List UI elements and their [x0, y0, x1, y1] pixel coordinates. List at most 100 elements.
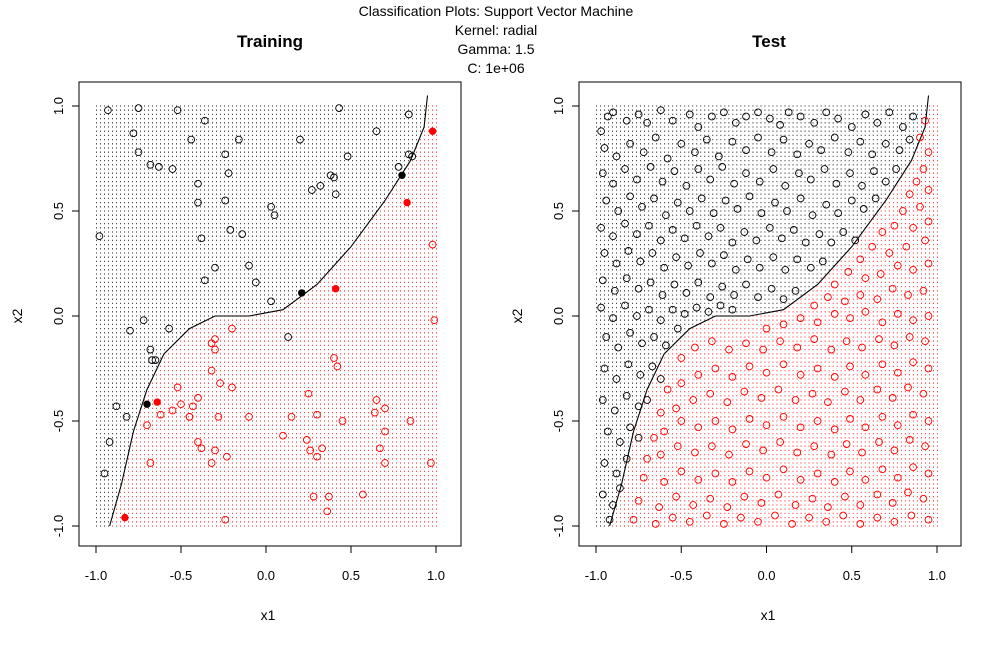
- test-red-point: [711, 417, 720, 425]
- training-black-point: [134, 148, 143, 157]
- training-black-point: [267, 202, 275, 211]
- test-black-point: [806, 175, 815, 184]
- test-black-point: [830, 133, 839, 142]
- test-red-point: [762, 473, 771, 482]
- test-black-point: [614, 207, 623, 215]
- test-red-point: [919, 389, 928, 398]
- test-black-point: [626, 328, 634, 337]
- training-red-point: [211, 335, 219, 343]
- training-red-point: [194, 438, 202, 446]
- training-red-point: [427, 459, 435, 467]
- training-red-point: [318, 444, 326, 453]
- test-red-point: [905, 190, 914, 199]
- test-black-point: [668, 116, 677, 125]
- test-black-point: [766, 114, 774, 123]
- test-black-point: [648, 362, 657, 371]
- test-black-point: [682, 181, 691, 190]
- test-red-point: [844, 268, 853, 276]
- test-black-point: [885, 108, 894, 117]
- test-black-point: [731, 118, 740, 127]
- test-red-point: [830, 310, 839, 318]
- training-red-point: [430, 316, 439, 325]
- test-y-tick-label: 0.0: [551, 307, 566, 325]
- test-red-point: [904, 488, 912, 497]
- test-black-point: [781, 265, 790, 274]
- test-y-tick-label: 1.0: [551, 97, 566, 115]
- test-black-point: [660, 263, 669, 272]
- test-red-point: [846, 415, 854, 423]
- training-black-point: [95, 232, 104, 241]
- training-black-point: [408, 152, 417, 161]
- test-red-point: [762, 368, 771, 377]
- test-red-point: [921, 116, 929, 125]
- test-red-point: [916, 202, 924, 211]
- test-red-point: [885, 249, 894, 257]
- training-red-point: [211, 345, 219, 354]
- test-red-point: [796, 314, 805, 322]
- test-black-point: [793, 150, 802, 159]
- test-red-point: [907, 511, 916, 520]
- training-y-axis-label: x2: [9, 308, 25, 323]
- test-red-point: [924, 217, 933, 226]
- training-black-point: [104, 106, 112, 115]
- test-red-point: [861, 423, 870, 432]
- test-red-point: [824, 398, 832, 406]
- test-red-point: [706, 389, 715, 398]
- test-black-point: [610, 406, 619, 415]
- test-black-point: [847, 123, 856, 131]
- test-x-tick-label: -1.0: [585, 568, 607, 583]
- training-class-region-dots: [96, 105, 437, 527]
- test-black-point: [609, 501, 617, 509]
- test-black-point: [720, 251, 728, 259]
- training-red-point: [372, 396, 381, 404]
- test-red-point: [660, 478, 669, 486]
- test-black-point: [793, 255, 802, 264]
- test-red-point: [827, 345, 836, 354]
- test-black-point: [598, 276, 607, 285]
- test-red-point: [808, 389, 817, 398]
- test-black-point: [600, 249, 609, 257]
- test-red-point: [779, 412, 788, 421]
- test-black-point: [858, 181, 866, 190]
- test-red-point: [904, 291, 912, 299]
- test-red-point: [921, 236, 929, 245]
- test-red-point: [791, 501, 800, 509]
- test-red-point: [924, 469, 933, 478]
- test-red-point: [868, 242, 877, 251]
- test-black-point: [684, 261, 692, 270]
- test-black-point: [658, 291, 667, 299]
- test-black-point: [616, 438, 624, 446]
- test-black-point: [612, 469, 621, 478]
- test-red-point: [745, 415, 754, 423]
- test-red-point: [899, 207, 907, 215]
- test-black-point: [754, 293, 762, 301]
- test-red-point: [677, 354, 686, 362]
- test-black-point: [708, 112, 716, 121]
- test-black-point: [771, 198, 779, 207]
- test-black-point: [718, 282, 727, 291]
- test-black-point: [815, 230, 824, 238]
- test-x-tick-label: 1.0: [928, 568, 946, 583]
- test-black-point: [648, 249, 657, 257]
- test-red-point: [858, 448, 866, 457]
- training-y-tick-label: 0.0: [51, 307, 66, 325]
- test-red-point: [745, 362, 754, 371]
- test-red-point: [861, 274, 870, 283]
- test-black-point: [645, 305, 653, 314]
- test-red-point: [861, 475, 870, 484]
- test-black-point: [731, 265, 740, 274]
- test-black-point: [621, 219, 629, 228]
- test-red-point: [788, 520, 796, 528]
- test-black-point: [730, 291, 738, 299]
- test-black-point: [600, 364, 609, 373]
- test-black-point: [796, 194, 805, 203]
- test-red-point: [924, 417, 933, 425]
- test-black-point: [743, 255, 752, 264]
- test-data-points: [597, 106, 933, 528]
- test-black-point: [680, 234, 689, 243]
- test-red-point: [689, 396, 698, 404]
- training-black-point: [270, 211, 279, 220]
- test-black-point: [656, 375, 665, 383]
- test-black-point: [633, 230, 641, 238]
- test-red-point: [841, 297, 849, 306]
